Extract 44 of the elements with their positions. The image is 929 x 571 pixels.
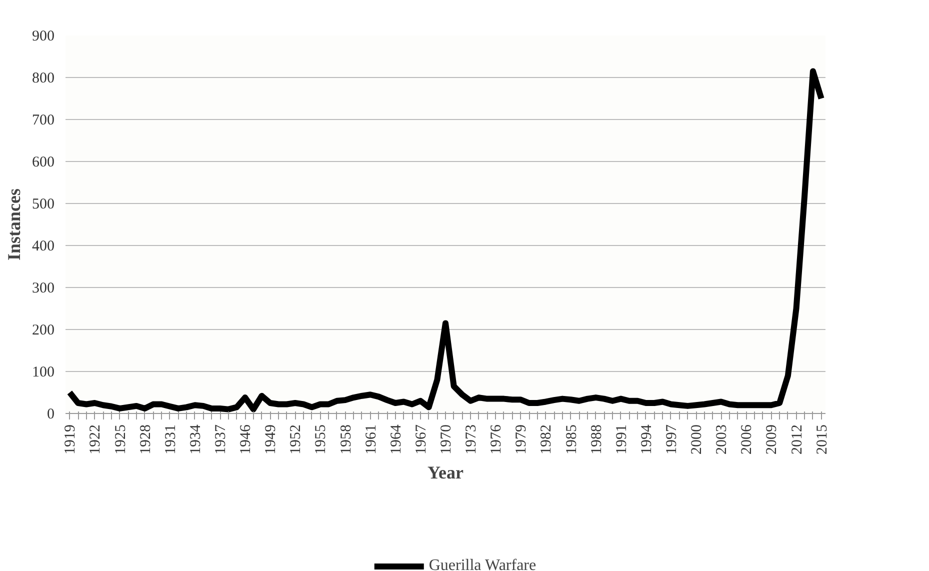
x-tick-label: 1919	[62, 424, 79, 454]
x-tick-label: 1946	[238, 424, 254, 454]
x-tick-label: 1931	[162, 424, 179, 454]
y-tick-label: 100	[32, 364, 54, 380]
x-tick-label: 2009	[764, 424, 780, 454]
x-tick-label: 1928	[138, 424, 154, 454]
x-tick-label: 1964	[388, 424, 404, 454]
x-tick-label: 2015	[814, 424, 830, 454]
x-tick-label: 1922	[88, 424, 104, 454]
x-tick-label: 1961	[363, 424, 380, 454]
x-tick-label: 2000	[689, 424, 706, 454]
y-tick-label: 700	[32, 112, 54, 128]
x-tick-label: 2006	[739, 424, 756, 454]
y-tick-label: 200	[32, 322, 54, 338]
x-tick-label: 1970	[438, 424, 454, 454]
x-tick-label: 1925	[112, 424, 129, 454]
x-tick-label: 1982	[538, 424, 555, 454]
x-tick-label: 1976	[488, 424, 505, 454]
x-tick-label: 1958	[338, 424, 354, 454]
y-tick-label: 0	[47, 406, 54, 422]
y-tick-label: 400	[32, 238, 54, 254]
y-tick-label: 300	[32, 280, 54, 296]
x-tick-label: 2003	[714, 424, 730, 454]
x-tick-label: 1949	[263, 424, 280, 454]
x-tick-label: 1991	[614, 424, 630, 454]
y-tick-label: 800	[32, 70, 54, 86]
x-tick-label: 1994	[638, 424, 655, 454]
y-tick-label: 500	[32, 196, 54, 212]
x-tick-label: 1937	[213, 424, 230, 454]
x-tick-label: 1985	[564, 424, 580, 454]
y-tick-label: 600	[32, 154, 54, 170]
y-tick-label: 900	[32, 28, 54, 44]
x-tick-label: 1973	[464, 424, 480, 454]
legend-label: Guerilla Warfare	[428, 557, 536, 571]
x-tick-label: 1934	[188, 424, 204, 454]
x-axis-title: Year	[428, 462, 464, 482]
y-axis-title: Instances	[4, 188, 24, 261]
x-tick-label: 1955	[313, 424, 330, 454]
x-tick-label: 1988	[588, 424, 605, 454]
x-tick-label: 2012	[789, 424, 806, 454]
x-tick-label: 1997	[664, 424, 680, 454]
x-tick-label: 1979	[514, 424, 530, 454]
x-tick-label: 1952	[288, 424, 304, 454]
x-tick-label: 1967	[413, 424, 430, 454]
